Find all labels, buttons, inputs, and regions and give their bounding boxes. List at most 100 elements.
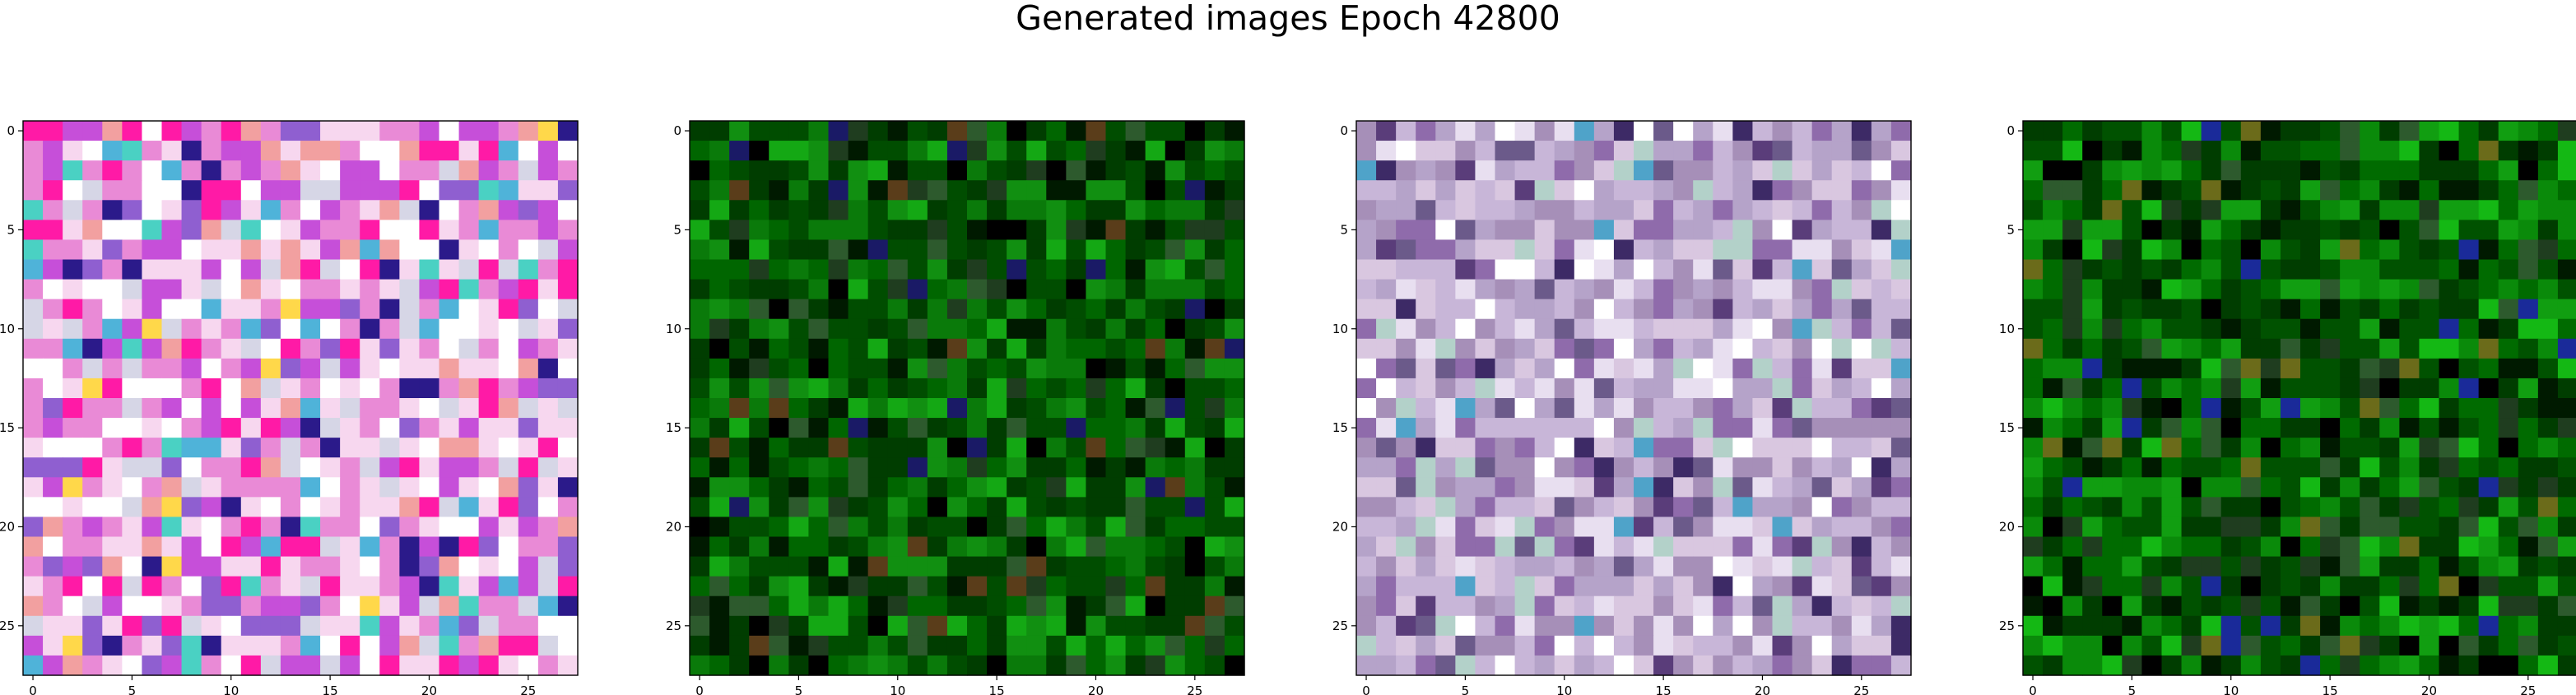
- pixel-cell: [201, 239, 222, 261]
- pixel-cell: [2062, 497, 2083, 518]
- pixel-cell: [1475, 615, 1496, 637]
- pixel-cell: [280, 279, 301, 300]
- pixel-cell: [537, 398, 559, 419]
- pixel-cell: [1613, 438, 1634, 458]
- pixel-cell: [2122, 180, 2143, 201]
- pixel-cell: [1184, 576, 1206, 597]
- pixel-cell: [2557, 239, 2576, 261]
- pixel-cell: [2340, 438, 2360, 458]
- pixel-cell: [1224, 338, 1245, 359]
- pixel-cell: [2518, 180, 2539, 201]
- pixel-cell: [340, 635, 360, 656]
- pixel-cell: [2141, 299, 2163, 320]
- pixel-cell: [1890, 220, 1912, 241]
- pixel-cell: [1851, 358, 1872, 379]
- pixel-cell: [2439, 536, 2460, 558]
- pixel-cell: [1086, 517, 1107, 538]
- pixel-cell: [729, 517, 750, 538]
- pixel-cell: [240, 457, 262, 478]
- pixel-cell: [1376, 180, 1397, 201]
- pixel-cell: [122, 615, 143, 637]
- pixel-cell: [1165, 477, 1186, 498]
- pixel-cell: [709, 259, 730, 280]
- pixel-cell: [749, 358, 770, 379]
- pixel-cell: [300, 615, 321, 637]
- pixel-cell: [1165, 358, 1186, 379]
- y-tick-label: 10: [1999, 322, 2015, 336]
- pixel-cell: [142, 595, 163, 617]
- pixel-cell: [181, 536, 202, 558]
- pixel-cell: [1475, 200, 1496, 220]
- pixel-cell: [1105, 438, 1127, 458]
- pixel-cell: [729, 160, 750, 181]
- pixel-cell: [1811, 517, 1833, 538]
- pixel-cell: [1811, 338, 1833, 359]
- pixel-cell: [1416, 180, 1436, 201]
- pixel-cell: [729, 220, 750, 241]
- pixel-cell: [848, 398, 869, 419]
- pixel-cell: [300, 635, 321, 656]
- pixel-cell: [498, 318, 519, 340]
- pixel-cell: [419, 338, 440, 359]
- pixel-cell: [1145, 497, 1166, 518]
- pixel-cell: [2161, 338, 2183, 359]
- pixel-cell: [709, 200, 730, 220]
- pixel-cell: [1851, 418, 1872, 438]
- pixel-cell: [181, 200, 202, 220]
- pixel-cell: [1416, 418, 1436, 438]
- pixel-cell: [1554, 418, 1575, 438]
- pixel-cell: [769, 259, 789, 280]
- pixel-cell: [1396, 477, 1416, 498]
- pixel-cell: [2419, 655, 2440, 676]
- pixel-cell: [1435, 378, 1456, 399]
- pixel-cell: [518, 358, 539, 379]
- pixel-cell: [1356, 141, 1377, 161]
- pixel-cell: [181, 121, 202, 141]
- pixel-cell: [1593, 318, 1615, 340]
- pixel-cell: [1086, 358, 1107, 379]
- pixel-cell: [557, 220, 579, 241]
- pixel-cell: [1066, 418, 1087, 438]
- pixel-cell: [1495, 398, 1516, 419]
- pixel-cell: [1890, 576, 1912, 597]
- pixel-cell: [2062, 595, 2083, 617]
- pixel-cell: [946, 160, 968, 181]
- pixel-cell: [1514, 318, 1536, 340]
- pixel-cell: [181, 358, 202, 379]
- pixel-cell: [1125, 438, 1146, 458]
- pixel-cell: [2201, 556, 2222, 577]
- pixel-cell: [1125, 477, 1146, 498]
- pixel-cell: [1026, 556, 1047, 577]
- pixel-cell: [769, 536, 789, 558]
- pixel-cell: [1811, 556, 1833, 577]
- pixel-cell: [1376, 635, 1397, 656]
- pixel-cell: [1713, 536, 1733, 558]
- pixel-cell: [1811, 595, 1833, 617]
- pixel-cell: [557, 457, 579, 478]
- pixel-cell: [2537, 576, 2559, 597]
- pixel-cell: [1376, 556, 1397, 577]
- pixel-cell: [2102, 279, 2123, 300]
- pixel-cell: [2141, 536, 2163, 558]
- pixel-cell: [537, 259, 559, 280]
- pixel-cell: [1653, 259, 1674, 280]
- pixel-cell: [2320, 576, 2341, 597]
- pixel-cell: [260, 536, 281, 558]
- pixel-cell: [1086, 239, 1107, 261]
- pixel-cell: [749, 220, 770, 241]
- pixel-cell: [1613, 299, 1634, 320]
- pixel-cell: [1475, 635, 1496, 656]
- pixel-cell: [2161, 200, 2183, 220]
- pixel-cell: [240, 220, 262, 241]
- pixel-cell: [557, 556, 579, 577]
- pixel-cell: [122, 220, 143, 241]
- pixel-cell: [1613, 378, 1634, 399]
- pixel-cell: [2419, 635, 2440, 656]
- pixel-cell: [2102, 141, 2123, 161]
- pixel-cell: [2240, 398, 2262, 419]
- pixel-cell: [1653, 497, 1674, 518]
- pixel-cell: [458, 200, 480, 220]
- pixel-cell: [2320, 259, 2341, 280]
- pixel-cell: [927, 655, 948, 676]
- pixel-cell: [1204, 141, 1225, 161]
